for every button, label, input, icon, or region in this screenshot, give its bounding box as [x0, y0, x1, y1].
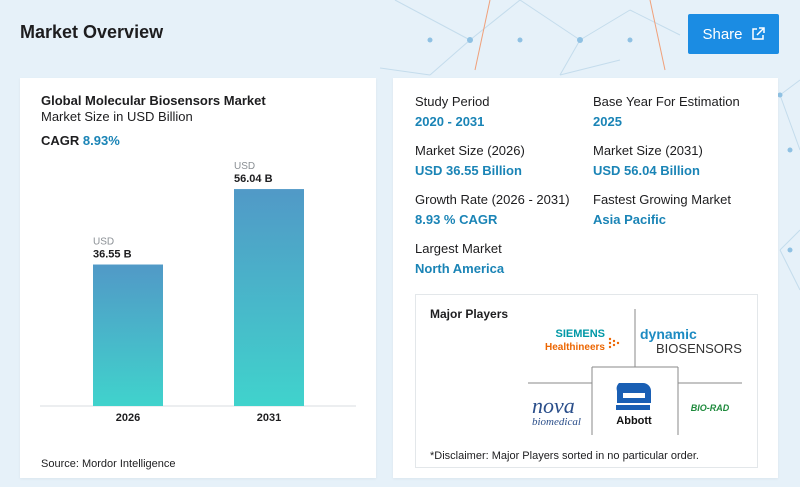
bio-rad-logo: BIO-RAD [691, 403, 730, 413]
disclaimer: *Disclaimer: Major Players sorted in no … [430, 450, 699, 462]
bar-2026 [93, 264, 163, 406]
cagr-value: 8.93% [82, 133, 120, 148]
info-card: Study Period 2020 - 2031 Base Year For E… [393, 78, 778, 478]
fastest-market-label: Fastest Growing Market [593, 192, 731, 207]
base-year: Base Year For Estimation 2025 [593, 94, 740, 129]
fastest-market: Fastest Growing Market Asia Pacific [593, 192, 731, 227]
base-year-value: 2025 [593, 114, 622, 129]
abbott-text: Abbott [616, 415, 652, 427]
external-link-icon [751, 27, 765, 40]
bar-value-label: 56.04 B [234, 173, 273, 185]
x-tick-label: 2031 [257, 412, 281, 424]
cagr-display: CAGR 8.93% [41, 133, 120, 148]
largest-market-label: Largest Market [415, 241, 502, 256]
study-period: Study Period 2020 - 2031 [415, 94, 489, 129]
growth-rate-label: Growth Rate (2026 - 2031) [415, 192, 570, 207]
market-size-2031: Market Size (2031) USD 56.04 Billion [593, 143, 703, 178]
chart-title: Global Molecular Biosensors Market [41, 93, 266, 108]
nova-biomedical-logo: nova biomedical [532, 393, 581, 428]
market-size-2026-value: USD 36.55 Billion [415, 163, 522, 178]
dynamic-text: dynamic [640, 326, 697, 342]
biosensors-text: BIOSENSORS [656, 341, 742, 356]
bio-rad-text: BIO-RAD [691, 403, 730, 413]
share-button[interactable]: Share [688, 14, 779, 54]
fastest-market-value: Asia Pacific [593, 212, 666, 227]
study-period-label: Study Period [415, 94, 490, 109]
growth-rate-value: 8.93 % CAGR [415, 212, 498, 227]
bar-value-prefix: USD [93, 237, 114, 248]
share-label: Share [702, 25, 743, 43]
bar-value-label: 36.55 B [93, 249, 132, 261]
x-tick-label: 2026 [116, 412, 140, 424]
chart-card: Global Molecular Biosensors Market Marke… [20, 78, 376, 478]
bar-value-prefix: USD [234, 161, 255, 172]
healthineers-text: Healthineers [545, 342, 605, 353]
major-players-box: Major Players SIEMENS Healthineers [415, 294, 758, 468]
market-size-2026-label: Market Size (2026) [415, 143, 525, 158]
abbott-logo: Abbott [616, 383, 652, 427]
chart-subtitle: Market Size in USD Billion [41, 109, 193, 124]
page-title: Market Overview [20, 22, 164, 42]
abbott-mark-icon [616, 383, 651, 403]
siemens-dots-icon [608, 337, 620, 349]
dynamic-biosensors-logo: dynamic BIOSENSORS [640, 326, 742, 356]
nova-text: nova [532, 393, 575, 418]
largest-market: Largest Market North America [415, 241, 504, 276]
market-size-2026: Market Size (2026) USD 36.55 Billion [415, 143, 525, 178]
market-size-2031-label: Market Size (2031) [593, 143, 703, 158]
player-logos: SIEMENS Healthineers dynamic BIOSENSORS … [528, 309, 742, 435]
growth-rate: Growth Rate (2026 - 2031) 8.93 % CAGR [415, 192, 570, 227]
cagr-label: CAGR [41, 133, 80, 148]
base-year-label: Base Year For Estimation [593, 94, 740, 109]
chart-source: Source: Mordor Intelligence [41, 458, 176, 470]
study-period-value: 2020 - 2031 [415, 114, 485, 129]
market-size-2031-value: USD 56.04 Billion [593, 163, 700, 178]
siemens-text: SIEMENS [555, 328, 605, 340]
major-players-title: Major Players [430, 307, 509, 321]
largest-market-value: North America [415, 261, 505, 276]
bar-2031 [234, 189, 304, 406]
siemens-healthineers-logo: SIEMENS Healthineers [545, 328, 620, 353]
biomedical-text: biomedical [532, 416, 581, 428]
